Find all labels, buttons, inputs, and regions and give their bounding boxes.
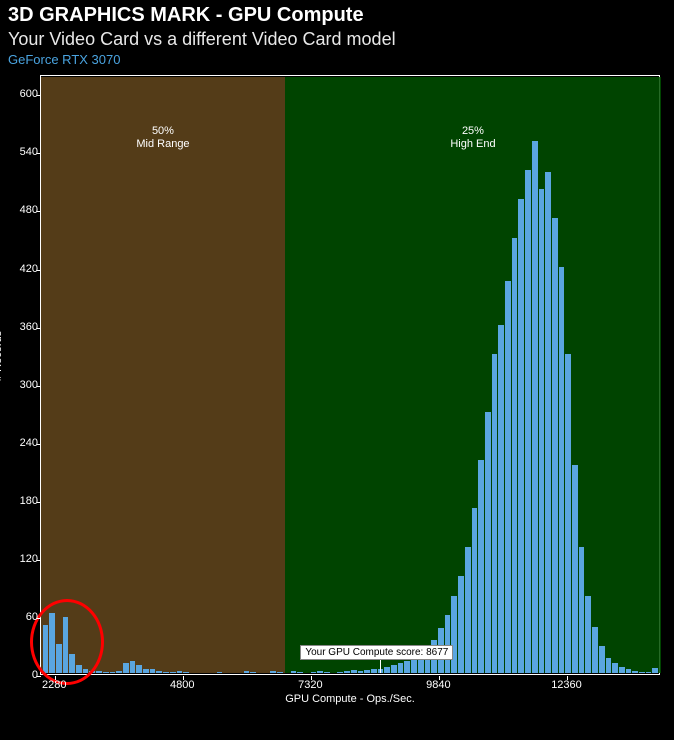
histogram-bar (291, 671, 297, 673)
histogram-bar (371, 669, 377, 673)
histogram-bar (478, 460, 484, 673)
annotation-circle (30, 599, 104, 685)
histogram-bar (351, 670, 357, 673)
histogram-bar (384, 667, 390, 673)
histogram-bar (639, 672, 645, 673)
histogram-bar (465, 547, 471, 673)
x-axis-ticks: 2280 4800 7320 9840 12360 (40, 675, 660, 695)
gpu-model-label: GeForce RTX 3070 (8, 52, 666, 67)
histogram-bar (632, 671, 638, 673)
histogram-bar (445, 615, 451, 673)
histogram-bar (411, 658, 417, 673)
histogram-bar (317, 671, 323, 673)
histogram-bar (492, 354, 498, 673)
histogram-bar (619, 667, 625, 673)
histogram-bar (103, 672, 109, 673)
histogram-bar (559, 267, 565, 673)
histogram-bar (244, 671, 250, 673)
histogram-bar (518, 199, 524, 673)
x-tick-label: 9840 (426, 679, 450, 691)
y-tick-label: 540 (4, 146, 38, 158)
y-tick-label: 60 (4, 611, 38, 623)
histogram-bar (110, 672, 116, 673)
histogram-bar (116, 671, 122, 673)
histogram-bar (277, 672, 283, 673)
histogram-bar (646, 672, 652, 673)
y-tick-label: 300 (4, 379, 38, 391)
y-tick-label: 240 (4, 437, 38, 449)
y-tick-label: 120 (4, 553, 38, 565)
x-tick-label: 12360 (551, 679, 582, 691)
y-tick-label: 480 (4, 204, 38, 216)
x-tick-label: 4800 (170, 679, 194, 691)
histogram-bar (626, 669, 632, 673)
histogram-bar (451, 596, 457, 673)
histogram-bar (337, 672, 343, 673)
histogram-bar (270, 671, 276, 673)
y-tick-label: 180 (4, 495, 38, 507)
histogram-bar (163, 672, 169, 673)
page-title: 3D GRAPHICS MARK - GPU Compute (8, 4, 666, 27)
histogram-bar (324, 672, 330, 673)
histogram-bar (404, 661, 410, 673)
histogram-bar (458, 576, 464, 673)
histogram-bar (505, 281, 511, 673)
page-subtitle: Your Video Card vs a different Video Car… (8, 29, 666, 50)
histogram-bar (539, 189, 545, 673)
plot-area: 50%Mid Range25%High End Your GPU Compute… (40, 75, 660, 675)
histogram-bar (525, 170, 531, 673)
histogram-bar (156, 671, 162, 673)
y-axis-ticks: 060120180240300360420480540600 (4, 75, 38, 675)
histogram-bar (183, 672, 189, 673)
histogram-bar (472, 508, 478, 673)
histogram-bar (612, 663, 618, 673)
histogram-bar (592, 627, 598, 673)
histogram-bar (96, 671, 102, 673)
histogram-bar (391, 665, 397, 673)
histogram-bar (177, 671, 183, 673)
histogram-bar (150, 669, 156, 673)
y-tick-label: 420 (4, 263, 38, 275)
histogram-bar (532, 141, 538, 673)
x-tick-label: 7320 (298, 679, 322, 691)
histogram-bar (250, 672, 256, 673)
histogram-bar (579, 547, 585, 673)
histogram-bar (545, 172, 551, 673)
header: 3D GRAPHICS MARK - GPU Compute Your Vide… (0, 0, 674, 67)
histogram-bar (311, 672, 317, 673)
histogram-bar (170, 672, 176, 673)
histogram-bar (217, 672, 223, 673)
histogram-bar (585, 596, 591, 673)
histogram-bar (652, 668, 658, 673)
histogram-bar (498, 325, 504, 673)
x-tick-label: 2280 (42, 679, 66, 691)
histogram-bar (136, 665, 142, 673)
score-marker-line (380, 659, 381, 673)
histogram-bar (552, 218, 558, 673)
histogram-bar (297, 672, 303, 673)
histogram-bar (344, 671, 350, 673)
histogram-bar (123, 663, 129, 673)
y-tick-label: 600 (4, 88, 38, 100)
histogram-bar (358, 671, 364, 673)
bars-container (42, 75, 658, 673)
score-marker-box: Your GPU Compute score: 8677 (300, 645, 453, 660)
histogram-bar (565, 354, 571, 673)
histogram-bar (485, 412, 491, 673)
histogram-bar (398, 663, 404, 673)
y-tick-label: 360 (4, 321, 38, 333)
histogram-bar (572, 465, 578, 673)
histogram-bar (130, 661, 136, 673)
histogram-bar (143, 669, 149, 673)
histogram-bar (599, 646, 605, 673)
histogram-bar (606, 658, 612, 673)
y-tick-label: 0 (4, 669, 38, 681)
x-axis-label: GPU Compute - Ops./Sec. (40, 693, 660, 705)
histogram-bar (512, 238, 518, 673)
histogram-bar (364, 670, 370, 673)
histogram-chart: # Records 50%Mid Range25%High End Your G… (40, 75, 660, 695)
